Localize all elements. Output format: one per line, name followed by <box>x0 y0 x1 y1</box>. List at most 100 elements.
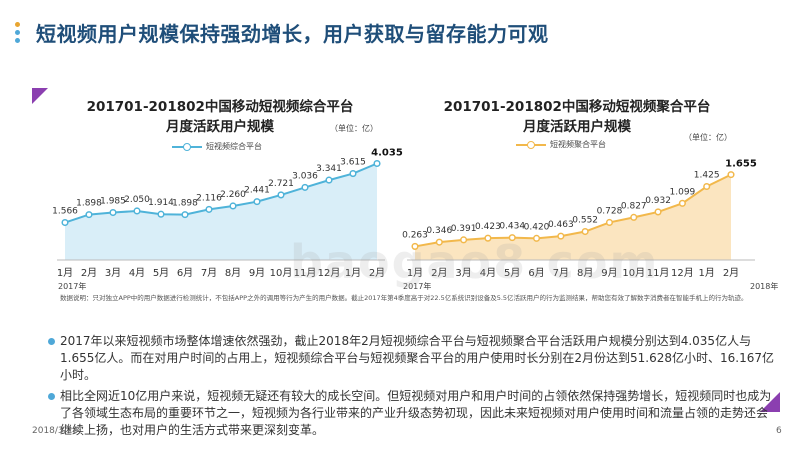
data-point <box>508 234 516 242</box>
data-label: 3.615 <box>340 158 366 168</box>
data-point <box>85 211 93 219</box>
data-point <box>727 171 735 179</box>
data-label: 1.898 <box>172 199 198 209</box>
chart2-legend-label: 短视频聚合平台 <box>550 140 606 149</box>
data-point <box>532 234 541 242</box>
data-label: 1.655 <box>725 159 757 170</box>
x-tick-label: 7月 <box>553 267 569 279</box>
data-point <box>373 159 381 168</box>
data-label: 3.341 <box>316 164 342 174</box>
chart1-title-line2: 月度活跃用户规模 <box>166 119 274 135</box>
data-label: 1.898 <box>76 199 102 209</box>
chart2-legend: 短视频聚合平台 <box>516 139 606 150</box>
data-point <box>325 176 333 184</box>
data-point <box>253 198 261 206</box>
footer-date: 2018/3/28 <box>32 426 79 436</box>
chart1-title-line1: 201701-201802中国移动短视频综合平台 <box>86 99 354 115</box>
chart2-title-line2: 月度活跃用户规模 <box>523 119 631 135</box>
corner-triangle-icon <box>32 88 48 104</box>
data-label: 0.728 <box>597 206 623 216</box>
chart2-unit: （单位：亿） <box>684 133 732 142</box>
x-tick-label: 11月 <box>294 267 317 279</box>
data-point <box>109 208 117 217</box>
chart2-year-end: 2018年 <box>750 282 779 291</box>
chart1-legend: 短视频综合平台 <box>172 141 262 152</box>
x-tick-label: 2月 <box>369 267 385 279</box>
title-dot <box>15 22 20 27</box>
data-label: 0.346 <box>426 226 452 236</box>
x-tick-label: 4月 <box>129 267 145 279</box>
chart1-year-start: 2017年 <box>58 282 87 291</box>
chart2-year-start: 2017年 <box>403 282 432 291</box>
watermark: baogao8.com <box>290 235 660 289</box>
data-point <box>277 191 285 199</box>
chart1-title: 201701-201802中国移动短视频综合平台 月度活跃用户规模 <box>60 97 380 137</box>
data-point <box>605 218 614 227</box>
series-area <box>65 163 377 260</box>
data-label: 2.260 <box>220 190 246 200</box>
data-label: 0.263 <box>402 230 428 240</box>
data-label: 0.434 <box>499 222 525 232</box>
x-tick-label: 10月 <box>622 267 645 279</box>
data-point <box>703 182 711 191</box>
x-tick-label: 10月 <box>270 267 293 279</box>
summary-bullet: 2017年以来短视频市场整体增速依然强劲，截止2018年2月短视频综合平台与短视… <box>48 333 778 384</box>
data-point <box>654 208 662 216</box>
chart1-plot: 1.5661.8981.9852.0501.9141.8982.1162.260… <box>52 148 403 279</box>
data-point <box>229 202 237 210</box>
legend-line-icon <box>516 140 546 150</box>
data-point <box>581 227 589 236</box>
series-line <box>414 173 732 248</box>
chart2-title-line1: 201701-201802中国移动短视频聚合平台 <box>443 99 711 115</box>
summary-bullets: 2017年以来短视频市场整体增速依然强劲，截止2018年2月短视频综合平台与短视… <box>48 333 778 443</box>
x-tick-label: 3月 <box>105 267 121 279</box>
data-label: 1.914 <box>148 198 174 208</box>
x-tick-label: 9月 <box>249 267 265 279</box>
x-tick-label: 6月 <box>528 267 544 279</box>
x-tick-label: 6月 <box>177 267 193 279</box>
x-tick-label: 8月 <box>225 267 241 279</box>
summary-bullet: 相比全网近10亿用户来说，短视频无疑还有较大的成长空间。但短视频对用户和用户时间… <box>48 388 778 439</box>
x-tick-label: 4月 <box>480 267 496 279</box>
data-point <box>411 242 419 250</box>
chart1-legend-label: 短视频综合平台 <box>206 142 262 151</box>
data-point <box>157 210 165 218</box>
title-dot <box>15 38 20 43</box>
title-dots <box>15 22 21 46</box>
data-point <box>630 213 638 221</box>
data-point <box>460 236 468 244</box>
data-label: 2.721 <box>268 179 294 189</box>
x-tick-label: 2月 <box>81 267 97 279</box>
data-label: 1.985 <box>100 197 126 207</box>
data-label: 1.566 <box>52 207 78 217</box>
data-point <box>435 238 443 246</box>
x-tick-label: 1月 <box>57 267 73 279</box>
x-tick-label: 2月 <box>431 267 447 279</box>
data-label: 0.423 <box>475 222 501 232</box>
x-tick-label: 1月 <box>345 267 361 279</box>
data-point <box>557 232 565 240</box>
data-point <box>133 207 141 215</box>
x-tick-label: 12月 <box>318 267 341 279</box>
x-tick-label: 7月 <box>201 267 217 279</box>
data-point <box>205 205 213 213</box>
data-label: 0.932 <box>645 196 671 206</box>
x-tick-label: 2月 <box>723 267 739 279</box>
data-label: 3.036 <box>292 171 318 181</box>
data-label: 2.116 <box>196 193 222 203</box>
x-tick-label: 8月 <box>577 267 593 279</box>
data-point <box>484 234 492 242</box>
data-label: 2.441 <box>244 186 270 196</box>
chart1-unit: （单位：亿） <box>330 124 378 133</box>
data-label: 0.827 <box>621 201 647 211</box>
data-label: 1.425 <box>694 171 720 181</box>
title-dot <box>15 30 20 35</box>
chart2-title: 201701-201802中国移动短视频聚合平台 月度活跃用户规模 <box>412 97 742 137</box>
data-label: 0.552 <box>572 216 598 226</box>
data-label: 1.099 <box>670 187 696 197</box>
data-label: 0.463 <box>548 220 574 230</box>
chart2-plot: 0.2630.3460.3910.4230.4340.4200.4630.552… <box>402 159 757 279</box>
page-title: 短视频用户规模保持强劲增长，用户获取与留存能力可观 <box>36 22 549 46</box>
data-point <box>61 219 69 227</box>
legend-line-icon <box>172 142 202 152</box>
